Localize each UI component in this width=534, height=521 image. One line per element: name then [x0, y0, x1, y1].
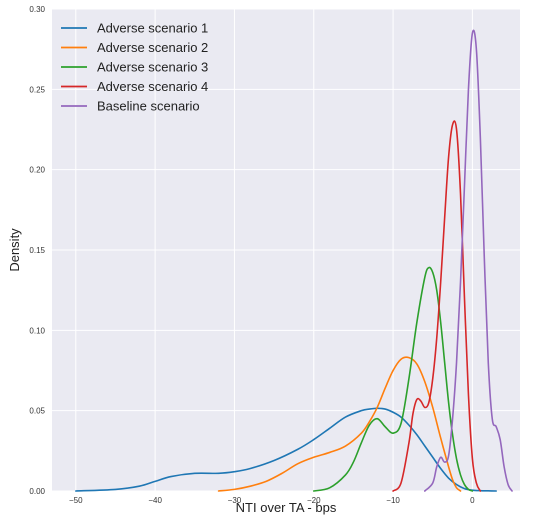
legend-label: Baseline scenario — [97, 99, 200, 114]
x-tick-labels: −50 −40 −30 −20 −10 0 — [69, 496, 475, 505]
x-tick-label: −50 — [69, 496, 83, 505]
series-line-4 — [392, 120, 482, 492]
series-line-5 — [424, 29, 513, 492]
legend: Adverse scenario 1 Adverse scenario 2 Adve… — [61, 21, 208, 114]
series-line-3 — [312, 266, 474, 492]
y-tick-labels: 0.00 0.05 0.10 0.15 0.20 0.25 0.30 — [29, 5, 45, 496]
y-tick-label: 0.25 — [29, 85, 45, 94]
y-tick-label: 0.10 — [29, 326, 45, 335]
legend-label: Adverse scenario 1 — [97, 21, 208, 36]
x-tick-label: −30 — [228, 496, 242, 505]
y-tick-label: 0.00 — [29, 487, 45, 496]
series-line-1 — [75, 407, 497, 492]
x-tick-label: −10 — [386, 496, 400, 505]
x-axis-label: NTI over TA - bps — [236, 500, 337, 515]
y-tick-label: 0.20 — [29, 166, 45, 175]
x-tick-label: −40 — [148, 496, 162, 505]
x-tick-label: −20 — [307, 496, 321, 505]
series-line-2 — [217, 356, 462, 492]
series-lines — [75, 29, 513, 492]
y-tick-label: 0.05 — [29, 407, 45, 416]
y-tick-label: 0.15 — [29, 246, 45, 255]
y-axis-label: Density — [7, 228, 22, 272]
x-tick-label: 0 — [470, 496, 475, 505]
y-tick-label: 0.30 — [29, 5, 45, 14]
legend-label: Adverse scenario 2 — [97, 40, 208, 55]
legend-label: Adverse scenario 3 — [97, 60, 208, 75]
legend-label: Adverse scenario 4 — [97, 79, 208, 94]
